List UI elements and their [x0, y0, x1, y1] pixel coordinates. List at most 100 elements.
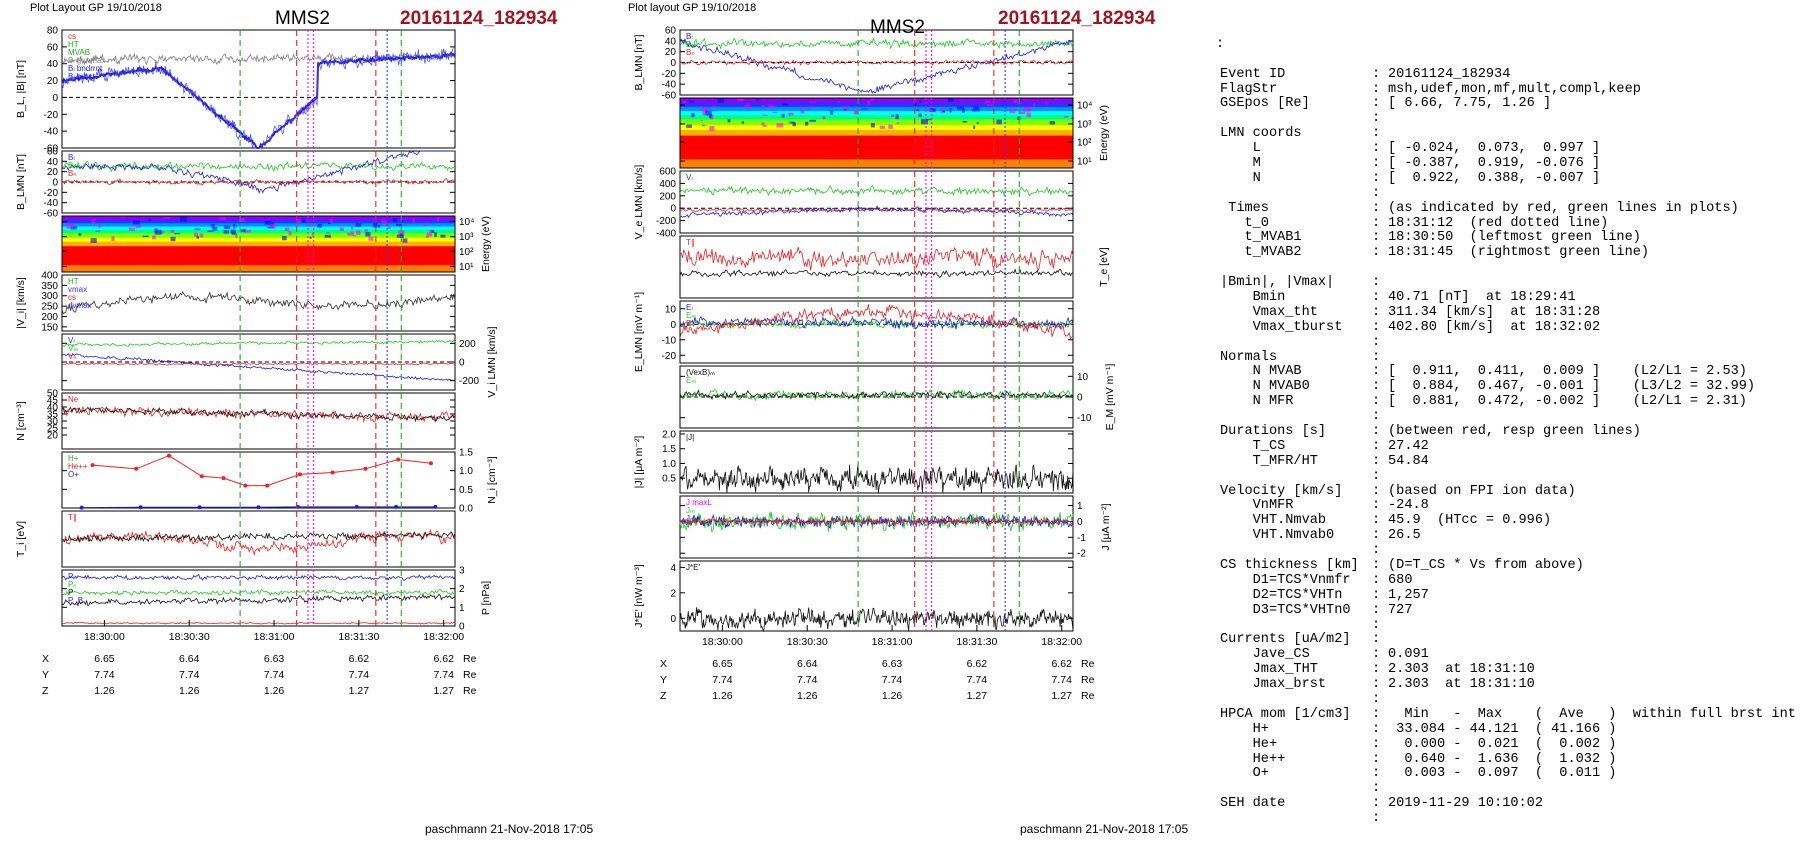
info-row: : — [1220, 811, 1796, 827]
info-value: [ -0.387, 0.919, -0.076 ] — [1388, 155, 1601, 171]
event-info-table: : Event ID:20161124_182934 FlagStr: msh,ud… — [1216, 8, 1796, 827]
info-value: (between red, resp green lines) — [1388, 423, 1641, 439]
spectrogram-speck — [381, 219, 387, 225]
heplusplus-point — [396, 457, 401, 462]
spectrogram-speck — [1013, 99, 1018, 103]
spectrogram-speck — [431, 230, 435, 234]
spectrogram-speck — [761, 104, 765, 108]
info-value: 1,257 — [1388, 587, 1429, 603]
y-tick-label: 0.0 — [459, 504, 473, 515]
spectrogram-speck — [822, 115, 826, 120]
series-line — [679, 205, 1074, 219]
y-tick-label: 10² — [1077, 138, 1092, 149]
ephem-value: 6.62 — [349, 653, 370, 665]
info-sep: : — [1372, 185, 1381, 201]
info-sep: : — [1372, 96, 1381, 112]
ephem-value: 1.27 — [349, 685, 370, 697]
subpanel: -10 0 10 (VexB)ₘEₘ E_M [mV m⁻¹] — [679, 364, 1116, 430]
x-tick-label: 18:30:00 — [84, 631, 125, 643]
legend-label: Jₙ — [686, 514, 693, 523]
info-row: Currents [uA/m2]: — [1220, 633, 1796, 648]
y-axis-title: J*E′ [nW m⁻³] — [633, 564, 645, 628]
info-row: T_MFR/HT:54.84 — [1220, 454, 1796, 470]
spectrogram-speck — [264, 221, 271, 225]
ephem-value: 1.26 — [94, 685, 115, 697]
info-key: Velocity [km/s] — [1220, 483, 1343, 499]
info-sep: : — [1372, 111, 1381, 127]
x-tick-label: 18:30:30 — [787, 636, 828, 648]
info-key: H+ — [1220, 721, 1269, 737]
spectrogram-speck — [737, 98, 744, 102]
legend-label: J*E′ — [686, 563, 700, 572]
info-key: He++ — [1220, 751, 1286, 767]
ephem-unit: Re — [1081, 690, 1095, 702]
info-key: Durations [s] — [1220, 423, 1327, 439]
info-sep: : — [1372, 215, 1381, 231]
spectrogram-speck — [741, 121, 745, 124]
info-sep: : — [1372, 692, 1381, 708]
info-sep: : — [1372, 572, 1381, 588]
spectrogram-speck — [219, 216, 226, 221]
oplus-point — [354, 504, 359, 509]
legend-label: |J| — [686, 433, 694, 442]
info-value: 2.303 at 18:31:10 — [1388, 662, 1535, 678]
y-tick-label: 20 — [47, 76, 59, 87]
legend-label: H+ — [68, 454, 79, 463]
spectrogram-band — [62, 226, 455, 230]
series-line — [679, 38, 1074, 94]
subpanel-frame — [679, 235, 1074, 299]
oplus-point — [433, 504, 438, 509]
subpanel-frame — [679, 430, 1074, 494]
ephem-value: 7.74 — [264, 669, 285, 681]
x-tick-label: 18:30:30 — [169, 631, 210, 643]
heplusplus-point — [243, 483, 248, 488]
spectrogram-band — [62, 219, 455, 224]
info-sep: : — [1372, 289, 1381, 305]
y-tick-label: 20 — [47, 167, 59, 178]
spectrogram-speck — [160, 230, 165, 234]
series-line — [679, 304, 1074, 341]
spectrogram-speck — [762, 114, 768, 116]
info-value: 311.34 [km/s] at 18:31:28 — [1388, 304, 1601, 320]
oplus-point — [197, 505, 202, 510]
info-row: t_0:18:31:12 (red dotted line) — [1220, 215, 1796, 232]
spectrogram-speck — [372, 222, 378, 228]
spectrogram-speck — [301, 218, 306, 223]
info-key: Normals — [1220, 349, 1278, 365]
x-tick-label: 18:32:00 — [1041, 636, 1082, 648]
spectrogram-speck — [163, 216, 171, 219]
spectrogram-speck — [429, 229, 434, 233]
spectrogram-speck — [288, 230, 292, 236]
info-key: Jmax_THT — [1220, 662, 1318, 678]
left-footer: paschmann 21-Nov-2018 17:05 — [425, 822, 594, 836]
y-axis-title: Energy (eV) — [1098, 105, 1110, 161]
spectrogram-speck — [395, 223, 402, 227]
info-sep: : — [1372, 319, 1381, 335]
spectrogram-band — [62, 237, 455, 242]
info-value: [ 0.922, 0.388, -0.007 ] — [1388, 170, 1601, 186]
legend-label: Ne — [68, 395, 79, 404]
info-key: Currents [uA/m2] — [1220, 632, 1351, 648]
heplusplus-point — [134, 466, 139, 471]
info-value: [ 0.884, 0.467, -0.001 ] (L3/L2 = 32.99) — [1388, 379, 1756, 395]
series-line — [61, 178, 456, 186]
y-tick-label: 10³ — [1077, 119, 1092, 130]
info-sep: : — [1372, 170, 1381, 186]
info-row: N MVAB: [ 0.911, 0.411, 0.009 ] (L2/L1 = … — [1220, 364, 1796, 380]
spectrogram-speck — [392, 218, 398, 222]
ephem-value: 1.26 — [179, 685, 200, 697]
y-tick-label: 200 — [41, 312, 58, 323]
legend-label: He++ — [68, 462, 88, 471]
info-key: N MFR — [1220, 394, 1294, 410]
spectrogram-speck — [807, 106, 811, 110]
info-key: O+ — [1220, 766, 1269, 782]
y-tick-label: 600 — [659, 167, 676, 178]
ephem-value: 6.64 — [179, 653, 200, 665]
series-line — [679, 607, 1074, 633]
info-sep: : — [1372, 66, 1381, 82]
spectrogram-speck — [782, 103, 788, 105]
spectrogram-speck — [1019, 111, 1026, 115]
spectrogram-speck — [154, 229, 162, 235]
series-line — [61, 530, 456, 544]
